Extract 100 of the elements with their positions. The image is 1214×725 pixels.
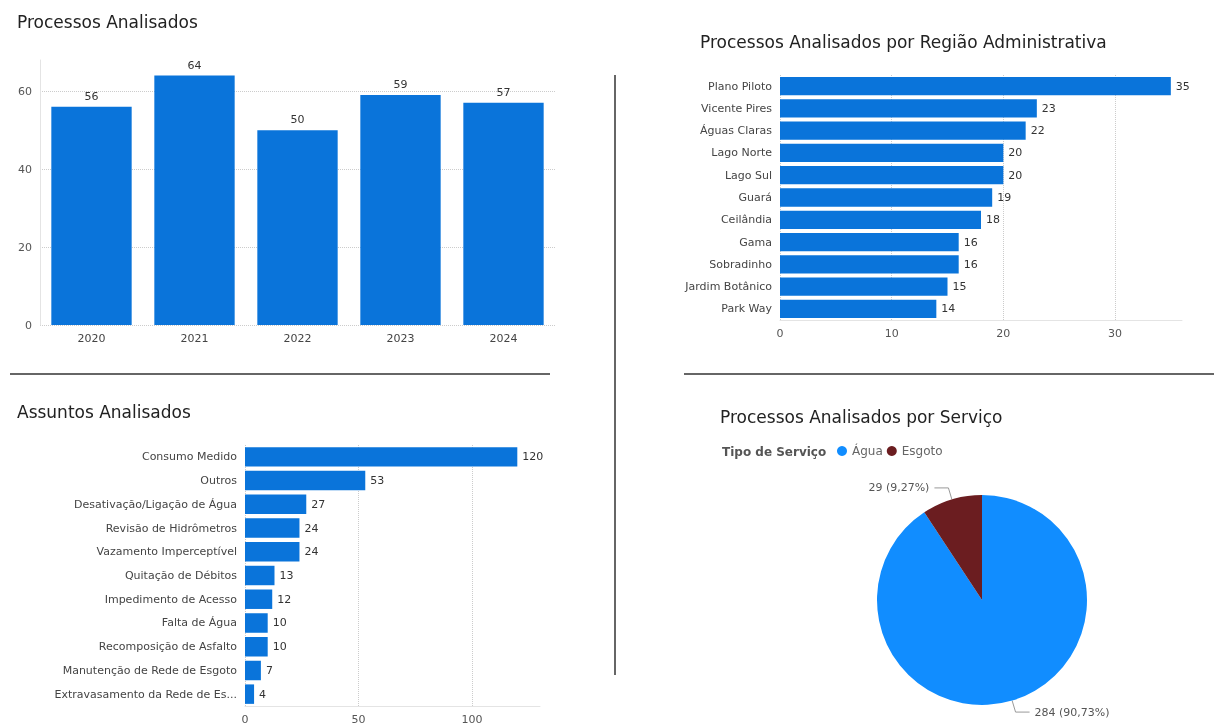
y-tick-label: Recomposição de Asfalto <box>98 640 238 654</box>
bar <box>51 106 132 325</box>
data-label: 10 <box>272 640 287 654</box>
legend-label: Esgoto <box>901 444 943 458</box>
text: Assuntos Analisados <box>17 401 191 422</box>
x-tick-label: 2023 <box>386 332 415 345</box>
data-label: 20 <box>1008 146 1023 160</box>
data-label: 29 (9,27%) <box>868 481 930 495</box>
data-label: 16 <box>963 235 978 249</box>
bar <box>780 188 993 207</box>
bar <box>245 447 518 467</box>
bar <box>154 75 235 325</box>
data-label: 23 <box>1041 101 1056 115</box>
bar <box>257 130 338 325</box>
x-tick-label: 30 <box>1108 327 1122 340</box>
y-tick-label: Desativação/Ligação de Água <box>74 497 237 511</box>
data-label: 14 <box>941 302 956 316</box>
data-label: 120 <box>522 450 544 464</box>
bar <box>780 99 1037 118</box>
x-tick-label: 0 <box>776 327 784 340</box>
x-tick-label: 0 <box>241 713 249 725</box>
x-tick-label: 2020 <box>77 332 106 345</box>
bar <box>245 660 261 681</box>
y-tick-label: Águas Claras <box>700 124 773 138</box>
bar <box>780 121 1026 140</box>
x-tick-label: 100 <box>461 713 483 725</box>
y-tick-label: 40 <box>18 162 32 176</box>
data-label: 18 <box>986 213 1000 227</box>
y-tick-label: Falta de Água <box>161 616 237 630</box>
chart-title: Processos Analisados por Região Administrativa <box>700 31 1107 52</box>
y-tick-label: Lago Sul <box>724 168 772 182</box>
y-tick-label: Gama <box>739 235 772 249</box>
x-tick-label: 2024 <box>489 332 518 345</box>
y-tick-label: Vicente Pires <box>701 101 773 115</box>
data-label: 19 <box>997 191 1012 204</box>
y-tick-label: Extravasamento da Rede de Es... <box>54 687 237 701</box>
data-label: 27 <box>311 497 326 511</box>
data-label: 7 <box>265 663 273 677</box>
y-tick-label: Sobradinho <box>709 257 773 271</box>
bar <box>245 542 300 562</box>
bar <box>780 166 1004 185</box>
data-label: 10 <box>272 616 287 630</box>
data-label: 53 <box>370 474 385 488</box>
bar <box>245 589 273 609</box>
data-label: 64 <box>187 58 202 72</box>
legend-title: Tipo de Serviço <box>722 445 827 459</box>
y-tick-label: Jardim Botânico <box>684 280 773 294</box>
bar <box>463 102 544 325</box>
y-tick-label: Park Way <box>721 302 773 316</box>
y-tick-label: Lago Norte <box>711 146 773 160</box>
bar <box>780 277 948 296</box>
y-tick-label: Revisão de Hidrômetros <box>105 521 238 535</box>
bar <box>780 210 981 229</box>
data-label: 57 <box>496 85 511 99</box>
data-label: 24 <box>304 521 319 535</box>
data-label: 4 <box>259 687 267 701</box>
y-tick-label: 20 <box>18 240 32 254</box>
bar <box>245 518 300 538</box>
bar <box>245 684 255 704</box>
y-tick-label: Outros <box>200 474 238 488</box>
y-tick-label: Guará <box>738 191 772 204</box>
y-tick-label: Vazamento Imperceptível <box>96 545 237 559</box>
bar <box>780 299 937 318</box>
bar <box>780 255 959 274</box>
bar <box>245 565 275 586</box>
data-label: 16 <box>963 257 978 271</box>
x-tick-label: 10 <box>884 327 899 340</box>
data-label: 50 <box>290 113 305 127</box>
legend-label: Água <box>852 443 883 458</box>
data-label: 22 <box>1030 124 1045 138</box>
x-tick-label: 20 <box>996 327 1011 340</box>
data-label: 15 <box>952 280 967 294</box>
y-tick-label: Consumo Medido <box>141 450 238 464</box>
y-tick-label: Quitação de Débitos <box>124 569 238 582</box>
data-label: 56 <box>84 89 99 103</box>
x-tick-label: 2021 <box>180 332 209 345</box>
bar <box>245 613 268 633</box>
bar <box>360 95 441 325</box>
bar <box>780 232 959 252</box>
bar <box>245 636 268 657</box>
bar <box>780 77 1171 96</box>
x-tick-label: 50 <box>351 713 366 725</box>
data-label: 13 <box>279 569 294 582</box>
y-tick-label: Plano Piloto <box>708 79 773 93</box>
data-label: 35 <box>1175 79 1190 93</box>
bar <box>245 494 307 515</box>
y-tick-label: Manutenção de Rede de Esgoto <box>62 663 238 677</box>
data-label: 20 <box>1008 168 1023 182</box>
data-label: 284 (90,73%) <box>1034 705 1110 719</box>
data-label: 24 <box>304 545 319 559</box>
chart-title: Processos Analisados <box>17 11 198 32</box>
y-tick-label: Ceilândia <box>720 213 772 227</box>
y-tick-label: 60 <box>18 84 32 98</box>
bar <box>780 143 1004 163</box>
x-tick-label: 2022 <box>283 332 312 345</box>
bar <box>245 470 366 491</box>
data-label: 12 <box>277 592 292 606</box>
chart-title: Processos Analisados por Serviço <box>720 406 1003 427</box>
y-tick-label: Impedimento de Acesso <box>104 592 238 606</box>
data-label: 59 <box>393 78 408 92</box>
